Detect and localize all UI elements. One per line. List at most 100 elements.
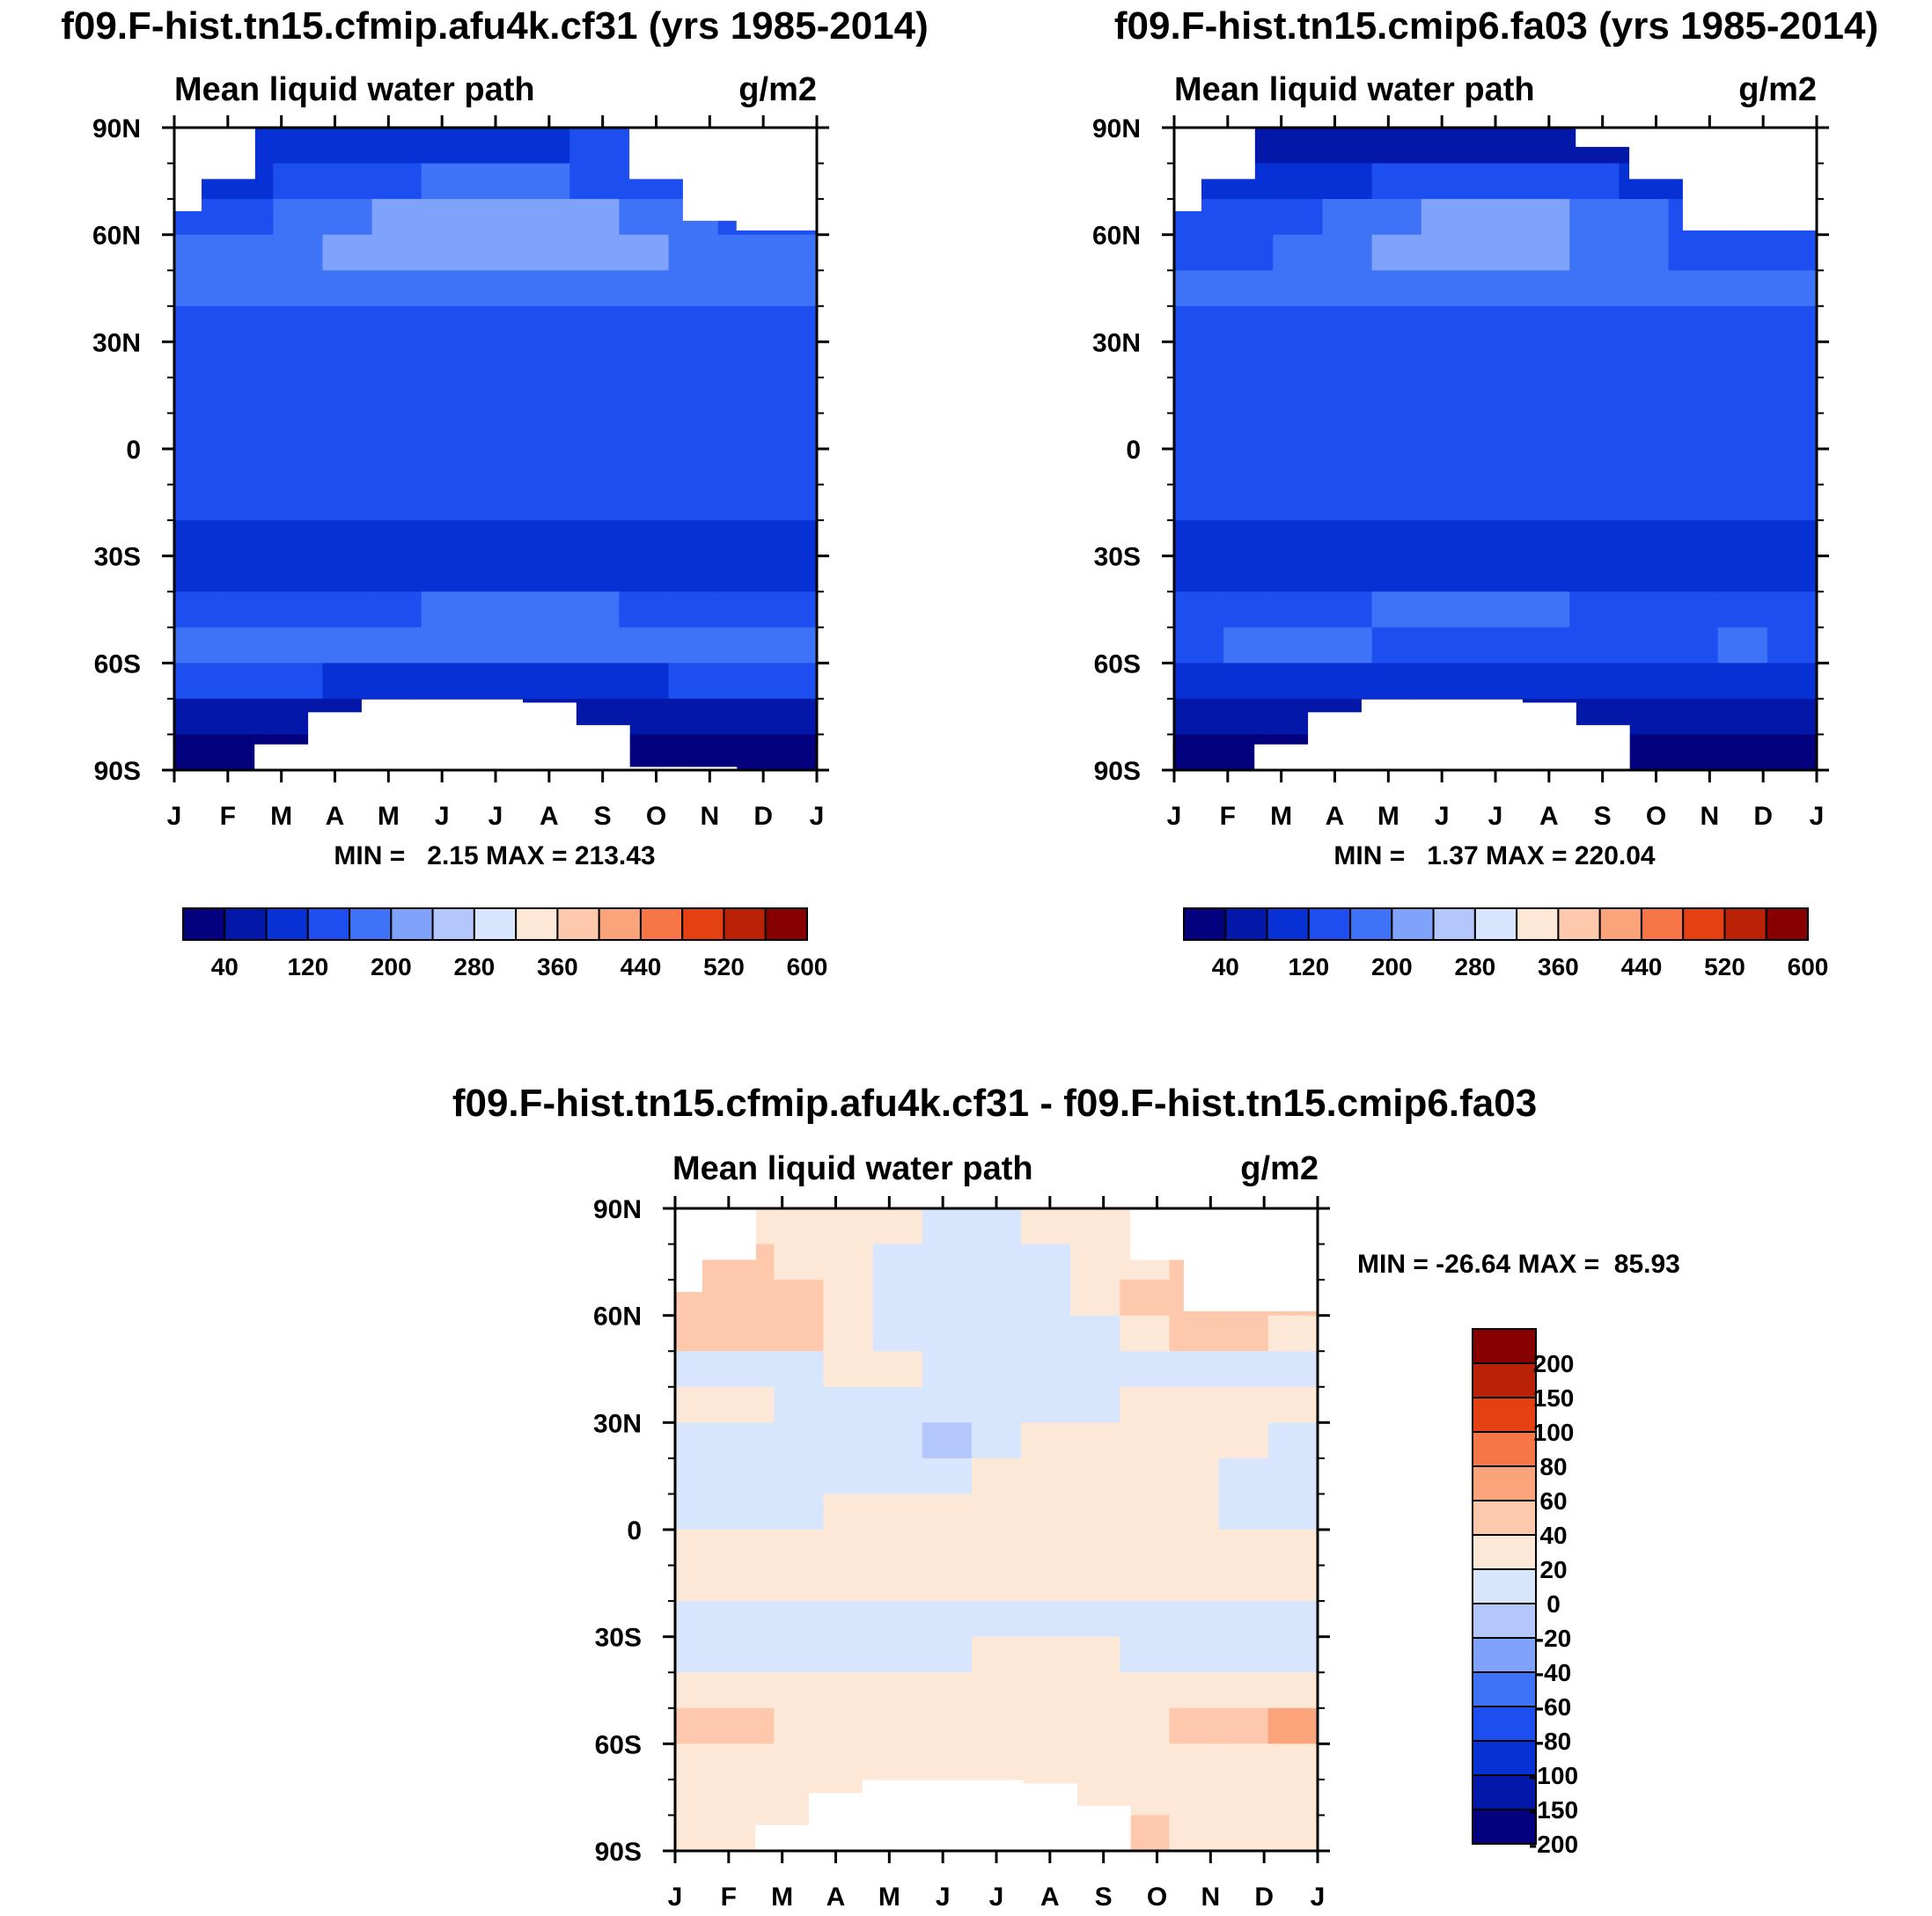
heatmap-cell — [1267, 1815, 1318, 1851]
heatmap-cell — [619, 591, 670, 628]
y-tick-label: 60N — [92, 222, 141, 251]
heatmap-cell — [774, 1422, 825, 1459]
heatmap-cell — [174, 305, 224, 342]
heatmap-cell — [1223, 698, 1274, 736]
heatmap-cell — [823, 1386, 874, 1423]
heatmap-cell — [1169, 1743, 1220, 1780]
missing-data-mask-south — [576, 724, 630, 770]
heatmap-cell — [569, 270, 620, 307]
heatmap-cell — [1267, 1565, 1318, 1602]
heatmap-cell — [1619, 591, 1670, 628]
heatmap-cell — [224, 698, 274, 736]
colorbar-label: -20 — [1536, 1625, 1571, 1652]
y-tick-label: 30S — [1094, 543, 1141, 572]
y-tick-label: 90S — [595, 1838, 642, 1867]
heatmap-cell — [1021, 1565, 1071, 1602]
heatmap-cell — [1767, 234, 1817, 271]
colorbar-swatch — [1472, 1500, 1537, 1536]
heatmap-cell — [174, 698, 224, 736]
heatmap-cell — [1767, 698, 1817, 736]
heatmap-cell — [823, 1244, 874, 1281]
heatmap-cell — [1668, 663, 1719, 700]
heatmap-cell — [1520, 163, 1570, 200]
heatmap-cell — [1267, 1743, 1318, 1780]
heatmap-cell — [1120, 1601, 1171, 1638]
heatmap-cell — [675, 1351, 725, 1388]
heatmap-cell — [273, 270, 324, 307]
x-tick-label: S — [1095, 1883, 1113, 1912]
heatmap-cell — [922, 1494, 973, 1531]
heatmap-cell — [1767, 663, 1817, 700]
heatmap-cell — [1569, 663, 1620, 700]
heatmap-cell — [1668, 520, 1719, 557]
missing-data-mask-south — [308, 712, 363, 770]
heatmap-cell — [224, 234, 274, 271]
heatmap-cell — [1273, 270, 1324, 307]
heatmap-cell — [1273, 305, 1324, 342]
x-tick-label: A — [1539, 802, 1559, 831]
colorbar-swatch — [265, 907, 309, 941]
heatmap-cell — [520, 520, 570, 557]
heatmap-cell — [717, 305, 768, 342]
heatmap-cell — [823, 1422, 874, 1459]
heatmap-cell — [371, 484, 422, 521]
heatmap-cell — [1371, 663, 1422, 700]
heatmap-cell — [1322, 270, 1373, 307]
heatmap-cell — [1021, 1530, 1071, 1567]
heatmap-cell — [1218, 1672, 1269, 1709]
heatmap-cell — [174, 663, 224, 700]
colorbar-label: 280 — [454, 953, 496, 980]
colorbar-label: 100 — [1533, 1419, 1575, 1446]
heatmap-cell — [1169, 1601, 1220, 1638]
heatmap-cell — [668, 520, 719, 557]
colorbar-swatch — [1472, 1774, 1537, 1810]
colorbar-label: 360 — [537, 953, 578, 980]
x-tick-label: O — [646, 802, 666, 831]
heatmap-cell — [1021, 1351, 1071, 1388]
heatmap-cell — [1668, 734, 1719, 770]
y-tick-label: 30N — [593, 1409, 642, 1438]
heatmap-cell — [1470, 663, 1521, 700]
heatmap-cell — [1322, 377, 1373, 415]
heatmap-cell — [569, 484, 620, 521]
heatmap-cell — [774, 1601, 825, 1638]
heatmap-cell — [1371, 270, 1422, 307]
heatmap-cell — [675, 1530, 725, 1567]
missing-data-mask-north — [1629, 128, 1684, 180]
missing-data-mask-north — [1682, 128, 1737, 231]
heatmap-cell — [1322, 484, 1373, 521]
x-tick-label: M — [1270, 802, 1292, 831]
heatmap-cell — [1619, 663, 1670, 700]
x-tick-label: N — [700, 802, 719, 831]
heatmap-cell — [273, 234, 324, 271]
x-tick-label: D — [1254, 1883, 1274, 1912]
heatmap-cell — [823, 1351, 874, 1388]
colorbar-label: 0 — [1546, 1590, 1561, 1618]
heatmap-cell — [470, 627, 521, 664]
colorbar-swatch — [723, 907, 767, 941]
heatmap-cell — [971, 1494, 1022, 1531]
heatmap-cell — [1174, 449, 1224, 486]
y-tick-label: 0 — [1126, 436, 1141, 465]
heatmap-cell — [971, 1743, 1022, 1780]
heatmap-cell — [922, 1315, 973, 1352]
heatmap-cell — [1569, 484, 1620, 521]
heatmap-cell — [619, 627, 670, 664]
heatmap-cell — [1120, 1457, 1171, 1495]
heatmap-cell — [1520, 591, 1570, 628]
heatmap-cell — [273, 199, 324, 236]
heatmap-cell — [675, 1636, 725, 1673]
x-tick-label: A — [1326, 802, 1345, 831]
heatmap-cell — [767, 234, 817, 271]
colorbar-label: 200 — [1371, 953, 1413, 980]
panel-difference: f09.F-hist.tn15.cfmip.afu4k.cf31 - f09.F… — [452, 1082, 1680, 1912]
heatmap-cell — [1218, 1601, 1269, 1638]
heatmap-cell — [922, 1565, 973, 1602]
heatmap-cell — [922, 1386, 973, 1423]
heatmap-cell — [774, 1280, 825, 1317]
heatmap-cell — [717, 591, 768, 628]
heatmap-cell — [1273, 663, 1324, 700]
heatmap-cell — [1619, 199, 1670, 236]
heatmap-cell — [922, 1672, 973, 1709]
x-tick-label: A — [326, 802, 345, 831]
